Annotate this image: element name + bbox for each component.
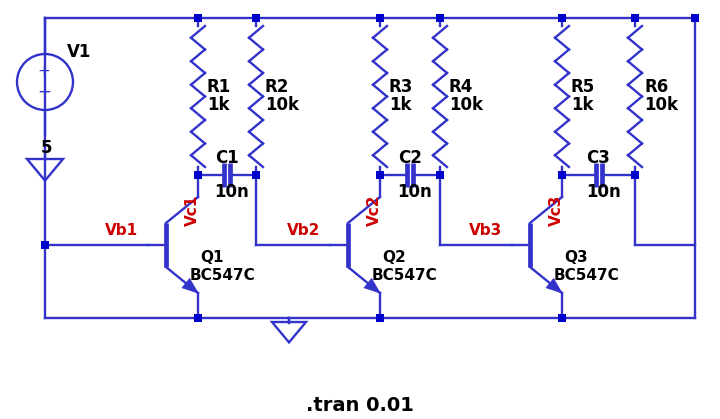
Text: R4: R4 <box>449 78 473 96</box>
Text: 10n: 10n <box>586 183 621 201</box>
Text: 10n: 10n <box>397 183 433 201</box>
Text: 1k: 1k <box>389 96 412 114</box>
Text: Q3: Q3 <box>564 249 588 264</box>
Text: R3: R3 <box>389 78 413 96</box>
Text: 10k: 10k <box>644 96 678 114</box>
Text: 10k: 10k <box>265 96 299 114</box>
Text: R6: R6 <box>644 78 668 96</box>
Text: BC547C: BC547C <box>190 267 256 282</box>
Polygon shape <box>364 279 380 293</box>
Text: 10k: 10k <box>449 96 483 114</box>
Text: Vc2: Vc2 <box>366 194 382 226</box>
Polygon shape <box>546 279 562 293</box>
Text: Vb1: Vb1 <box>105 222 138 238</box>
Text: C2: C2 <box>398 149 422 167</box>
Text: Vc1: Vc1 <box>184 194 199 225</box>
Text: Vb3: Vb3 <box>469 222 502 238</box>
Text: R5: R5 <box>571 78 595 96</box>
Text: Vc3: Vc3 <box>549 194 564 226</box>
Text: 10n: 10n <box>215 183 249 201</box>
Text: C1: C1 <box>215 149 239 167</box>
Text: Vb2: Vb2 <box>287 222 320 238</box>
Text: V1: V1 <box>67 43 91 61</box>
Text: 1k: 1k <box>207 96 230 114</box>
Polygon shape <box>182 279 198 293</box>
Text: R1: R1 <box>207 78 231 96</box>
Text: C3: C3 <box>587 149 611 167</box>
Text: .tran 0.01: .tran 0.01 <box>306 396 414 414</box>
Text: Q2: Q2 <box>382 249 406 264</box>
Text: 1k: 1k <box>571 96 593 114</box>
Text: BC547C: BC547C <box>372 267 438 282</box>
Text: 5: 5 <box>41 139 53 157</box>
Text: +: + <box>37 65 50 80</box>
Text: Q1: Q1 <box>200 249 223 264</box>
Text: BC547C: BC547C <box>554 267 620 282</box>
Text: R2: R2 <box>265 78 289 96</box>
Text: −: − <box>37 83 51 101</box>
